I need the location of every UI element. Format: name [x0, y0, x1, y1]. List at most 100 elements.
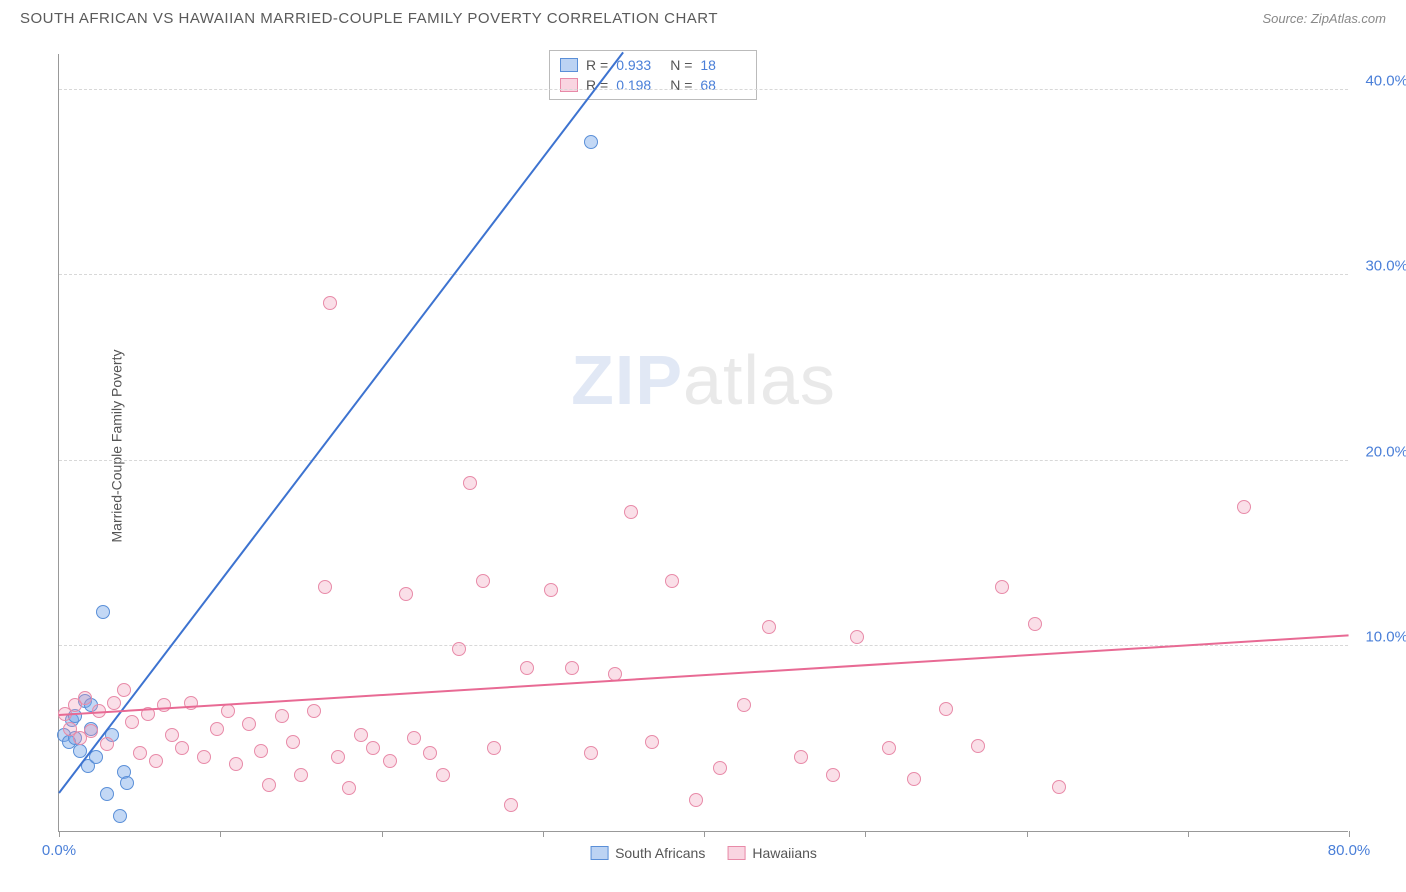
data-point-pink: [565, 661, 579, 675]
r-value-blue: 0.933: [616, 57, 662, 73]
trendline-pink: [59, 635, 1349, 717]
data-point-pink: [504, 798, 518, 812]
legend-label-pink: Hawaiians: [752, 845, 817, 861]
data-point-pink: [262, 778, 276, 792]
correlation-row-blue: R = 0.933 N = 18: [560, 55, 746, 75]
y-tick-label: 30.0%: [1365, 258, 1406, 275]
source-value: ZipAtlas.com: [1311, 11, 1386, 26]
data-point-pink: [665, 574, 679, 588]
data-point-pink: [826, 768, 840, 782]
data-point-pink: [850, 630, 864, 644]
data-point-pink: [157, 698, 171, 712]
x-tick-label: 0.0%: [42, 842, 76, 859]
data-point-pink: [689, 793, 703, 807]
source-label: Source:: [1262, 11, 1310, 26]
data-point-pink: [78, 691, 92, 705]
correlation-legend: R = 0.933 N = 18 R = 0.198 N = 68: [549, 50, 757, 100]
data-point-pink: [452, 642, 466, 656]
n-label: N =: [670, 57, 692, 73]
data-point-pink: [107, 696, 121, 710]
data-point-pink: [286, 735, 300, 749]
data-point-pink: [165, 728, 179, 742]
source-attribution: Source: ZipAtlas.com: [1262, 11, 1386, 26]
n-label: N =: [670, 77, 692, 93]
data-point-pink: [307, 704, 321, 718]
data-point-pink: [476, 574, 490, 588]
y-tick-label: 20.0%: [1365, 443, 1406, 460]
gridline-horizontal: [59, 89, 1348, 90]
data-point-pink: [737, 698, 751, 712]
x-tick: [59, 831, 60, 837]
data-point-pink: [762, 620, 776, 634]
scatter-chart: ZIPatlas R = 0.933 N = 18 R = 0.198 N = …: [58, 54, 1348, 832]
x-tick: [220, 831, 221, 837]
chart-title: SOUTH AFRICAN VS HAWAIIAN MARRIED-COUPLE…: [20, 10, 718, 27]
data-point-pink: [197, 750, 211, 764]
data-point-pink: [84, 724, 98, 738]
data-point-pink: [342, 781, 356, 795]
data-point-pink: [242, 717, 256, 731]
data-point-pink: [624, 505, 638, 519]
data-point-pink: [331, 750, 345, 764]
series-legend: South Africans Hawaiians: [590, 845, 817, 861]
data-point-pink: [229, 757, 243, 771]
data-point-pink: [383, 754, 397, 768]
data-point-pink: [939, 702, 953, 716]
data-point-pink: [366, 741, 380, 755]
chart-header: SOUTH AFRICAN VS HAWAIIAN MARRIED-COUPLE…: [0, 0, 1406, 35]
legend-item-pink: Hawaiians: [727, 845, 817, 861]
x-tick: [865, 831, 866, 837]
swatch-pink-icon: [727, 846, 745, 860]
n-value-pink: 68: [700, 77, 746, 93]
data-point-pink: [1052, 780, 1066, 794]
data-point-pink: [294, 768, 308, 782]
data-point-pink: [463, 476, 477, 490]
x-tick: [1349, 831, 1350, 837]
y-tick-label: 40.0%: [1365, 73, 1406, 90]
data-point-pink: [117, 683, 131, 697]
swatch-blue-icon: [560, 58, 578, 72]
x-tick: [382, 831, 383, 837]
data-point-pink: [175, 741, 189, 755]
data-point-pink: [318, 580, 332, 594]
n-value-blue: 18: [700, 57, 746, 73]
gridline-horizontal: [59, 274, 1348, 275]
data-point-pink: [907, 772, 921, 786]
data-point-blue: [100, 787, 114, 801]
gridline-horizontal: [59, 460, 1348, 461]
x-tick: [704, 831, 705, 837]
x-tick: [543, 831, 544, 837]
data-point-pink: [323, 296, 337, 310]
watermark: ZIPatlas: [571, 340, 836, 420]
correlation-row-pink: R = 0.198 N = 68: [560, 75, 746, 95]
data-point-pink: [423, 746, 437, 760]
data-point-pink: [1028, 617, 1042, 631]
data-point-blue: [96, 605, 110, 619]
data-point-pink: [149, 754, 163, 768]
data-point-pink: [544, 583, 558, 597]
data-point-pink: [882, 741, 896, 755]
trendline-blue: [58, 51, 624, 793]
data-point-blue: [113, 809, 127, 823]
data-point-pink: [436, 768, 450, 782]
data-point-pink: [125, 715, 139, 729]
swatch-blue-icon: [590, 846, 608, 860]
data-point-pink: [971, 739, 985, 753]
x-tick: [1188, 831, 1189, 837]
data-point-pink: [1237, 500, 1251, 514]
watermark-part1: ZIP: [571, 341, 683, 419]
data-point-pink: [584, 746, 598, 760]
r-label: R =: [586, 57, 608, 73]
x-tick-label: 80.0%: [1328, 842, 1371, 859]
data-point-pink: [133, 746, 147, 760]
data-point-pink: [407, 731, 421, 745]
data-point-pink: [275, 709, 289, 723]
r-value-pink: 0.198: [616, 77, 662, 93]
data-point-pink: [210, 722, 224, 736]
data-point-pink: [254, 744, 268, 758]
y-tick-label: 10.0%: [1365, 628, 1406, 645]
data-point-pink: [399, 587, 413, 601]
data-point-pink: [645, 735, 659, 749]
data-point-pink: [354, 728, 368, 742]
data-point-pink: [713, 761, 727, 775]
